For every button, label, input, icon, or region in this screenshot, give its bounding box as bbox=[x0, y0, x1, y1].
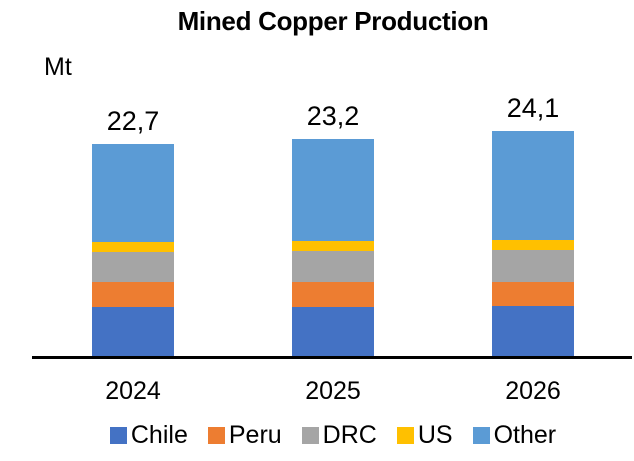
y-axis-unit-label: Mt bbox=[44, 53, 72, 81]
legend-label: Other bbox=[493, 421, 557, 449]
bar-segment-us-2025 bbox=[292, 240, 374, 252]
stacked-bar-2024 bbox=[92, 144, 174, 357]
legend-item-chile: Chile bbox=[109, 421, 188, 449]
x-axis-label-2026: 2026 bbox=[505, 377, 561, 405]
legend-item-peru: Peru bbox=[207, 421, 282, 449]
legend-label: US bbox=[417, 421, 453, 449]
legend-swatch-peru bbox=[207, 427, 225, 444]
bar-segment-drc-2024 bbox=[92, 252, 174, 283]
bar-segment-us-2024 bbox=[92, 241, 174, 253]
bar-group-2024: 22,7 bbox=[92, 106, 174, 357]
legend-item-drc: DRC bbox=[301, 421, 377, 449]
bar-segment-peru-2026 bbox=[492, 281, 574, 307]
total-data-label: 23,2 bbox=[306, 101, 360, 132]
legend-label: Chile bbox=[130, 421, 188, 449]
bar-segment-chile-2026 bbox=[492, 306, 574, 357]
bar-segment-peru-2024 bbox=[92, 282, 174, 308]
bar-segment-other-2024 bbox=[92, 144, 174, 242]
legend-swatch-drc bbox=[301, 427, 319, 444]
bar-segment-peru-2025 bbox=[292, 282, 374, 308]
total-data-label: 24,1 bbox=[506, 92, 560, 123]
legend: Chile Peru DRC US Other bbox=[33, 423, 633, 448]
bar-segment-chile-2025 bbox=[292, 307, 374, 357]
legend-swatch-other bbox=[472, 427, 490, 444]
bar-group-2025: 23,2 bbox=[292, 101, 374, 357]
bar-segment-drc-2026 bbox=[492, 250, 574, 282]
legend-label: DRC bbox=[322, 421, 377, 449]
bar-segment-chile-2024 bbox=[92, 307, 174, 357]
bar-segment-drc-2025 bbox=[292, 251, 374, 283]
bar-group-2026: 24,1 bbox=[492, 93, 574, 357]
bar-segment-other-2025 bbox=[292, 139, 374, 241]
legend-swatch-chile bbox=[109, 427, 127, 444]
legend-label: Peru bbox=[228, 421, 282, 449]
legend-item-other: Other bbox=[472, 421, 557, 449]
stacked-bar-2026 bbox=[492, 130, 574, 357]
x-axis-line bbox=[32, 356, 632, 359]
stacked-bar-2025 bbox=[292, 139, 374, 357]
total-data-label: 22,7 bbox=[106, 106, 160, 137]
bar-segment-other-2026 bbox=[492, 130, 574, 240]
x-axis-label-2024: 2024 bbox=[105, 377, 161, 405]
legend-swatch-us bbox=[396, 427, 414, 444]
x-axis-label-2025: 2025 bbox=[305, 377, 361, 405]
chart-title: Mined Copper Production bbox=[177, 6, 489, 36]
bar-segment-us-2026 bbox=[492, 239, 574, 251]
legend-item-us: US bbox=[396, 421, 453, 449]
